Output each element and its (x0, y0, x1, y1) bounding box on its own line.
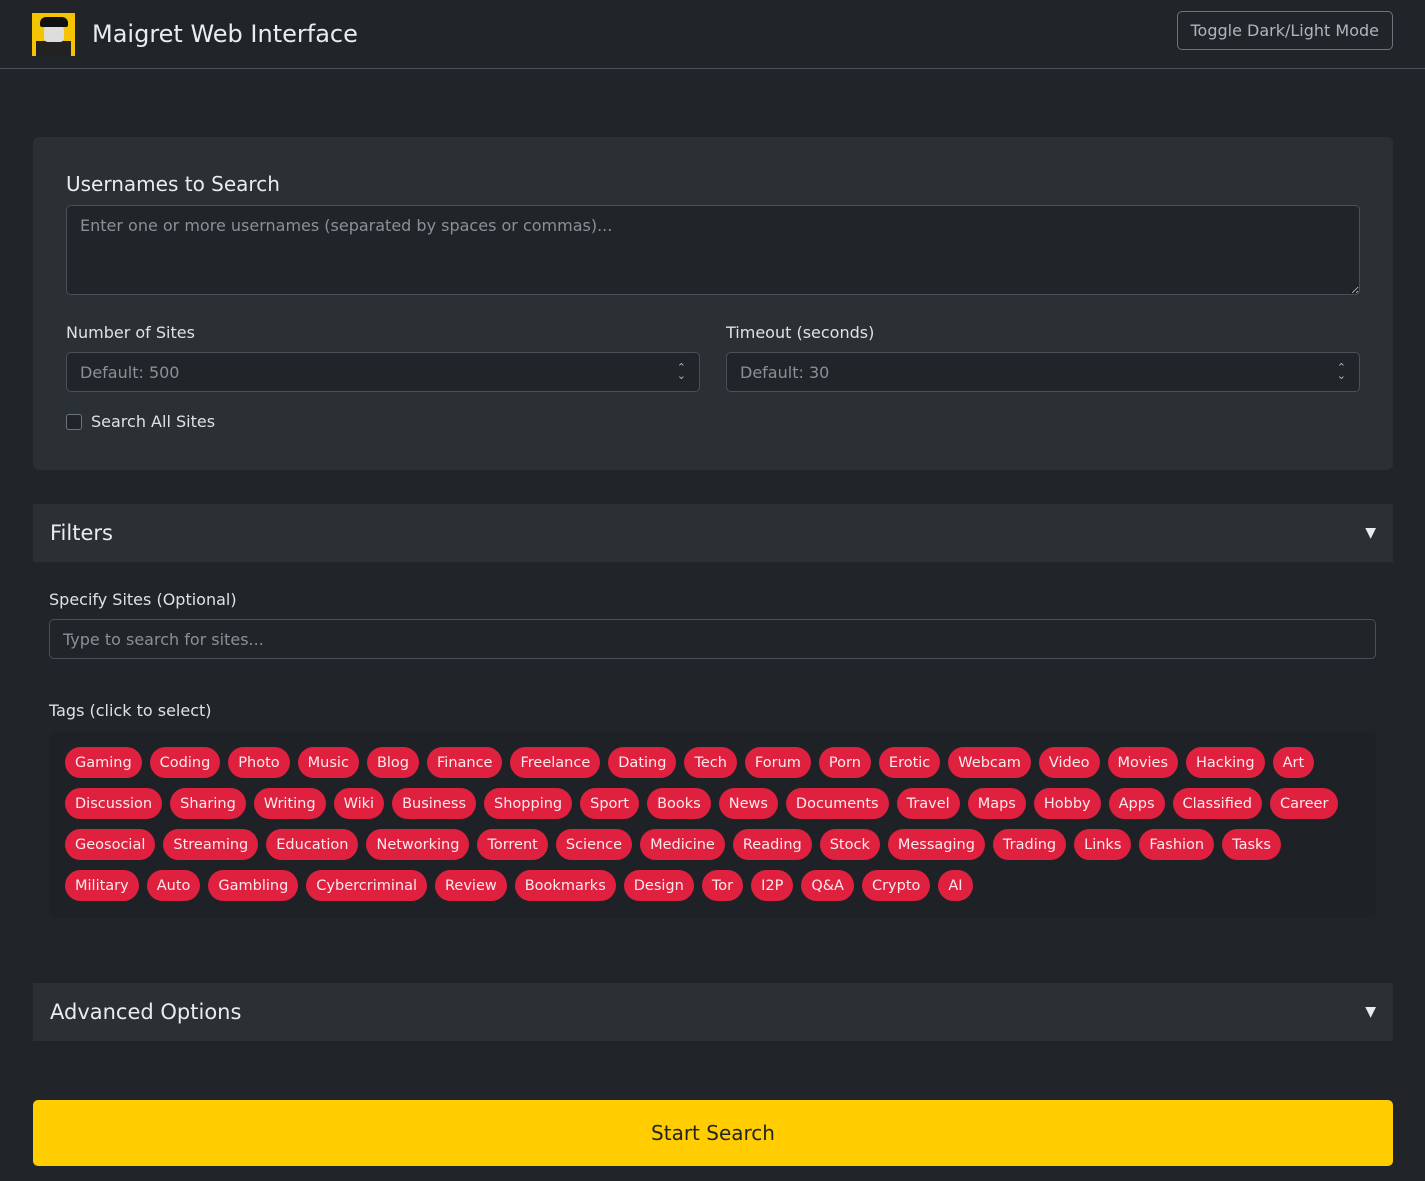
tag-porn[interactable]: Porn (818, 747, 871, 778)
app-title: Maigret Web Interface (92, 20, 358, 48)
tag-education[interactable]: Education (266, 829, 359, 860)
tags-container: Gaming Coding Photo Music Blog Finance Freelan… (49, 732, 1376, 918)
filters-title: Filters (50, 521, 113, 545)
tag-gaming[interactable]: Gaming (65, 747, 142, 778)
sites-placeholder: Default: 500 (80, 362, 180, 382)
tag-apps[interactable]: Apps (1108, 788, 1165, 819)
spinner-icon[interactable]: ⌃ ⌄ (1336, 361, 1346, 382)
tag-coding[interactable]: Coding (149, 747, 221, 778)
tag-i2p[interactable]: I2P (751, 870, 794, 901)
tag-maps[interactable]: Maps (967, 788, 1026, 819)
tag-news[interactable]: News (718, 788, 778, 819)
tags-label: Tags (click to select) (49, 701, 212, 720)
tag-geosocial[interactable]: Geosocial (65, 829, 156, 860)
tag-sport[interactable]: Sport (580, 788, 640, 819)
logo (32, 12, 75, 56)
usernames-input[interactable] (66, 205, 1360, 295)
tag-travel[interactable]: Travel (896, 788, 960, 819)
tag-photo[interactable]: Photo (228, 747, 290, 778)
tag-shopping[interactable]: Shopping (484, 788, 573, 819)
tag-military[interactable]: Military (65, 870, 139, 901)
filters-toggle[interactable]: Filters ▼ (33, 504, 1393, 562)
timeout-placeholder: Default: 30 (740, 362, 830, 382)
tag-hobby[interactable]: Hobby (1033, 788, 1101, 819)
sites-input[interactable]: Default: 500 ⌃ ⌄ (66, 352, 700, 392)
toggle-theme-button[interactable]: Toggle Dark/Light Mode (1176, 11, 1393, 50)
header: Maigret Web Interface Toggle Dark/Light … (0, 0, 1425, 69)
tag-blog[interactable]: Blog (366, 747, 419, 778)
tag-tasks[interactable]: Tasks (1222, 829, 1281, 860)
search-all-checkbox[interactable] (66, 413, 82, 430)
caret-down-icon: ▼ (1365, 1004, 1376, 1020)
tag-sharing[interactable]: Sharing (170, 788, 246, 819)
usernames-label: Usernames to Search (66, 172, 280, 196)
tag-links[interactable]: Links (1074, 829, 1132, 860)
tag-torrent[interactable]: Torrent (477, 829, 548, 860)
sites-label: Number of Sites (66, 323, 195, 342)
tag-forum[interactable]: Forum (744, 747, 811, 778)
specify-sites-label: Specify Sites (Optional) (49, 590, 237, 609)
tag-medicine[interactable]: Medicine (640, 829, 725, 860)
tag-messaging[interactable]: Messaging (887, 829, 985, 860)
search-card: Usernames to Search Number of Sites Defa… (33, 137, 1393, 470)
site-search-input[interactable] (49, 619, 1376, 659)
tag-fashion[interactable]: Fashion (1139, 829, 1215, 860)
tag-hacking[interactable]: Hacking (1186, 747, 1265, 778)
tag-reading[interactable]: Reading (732, 829, 812, 860)
tag-gambling[interactable]: Gambling (208, 870, 299, 901)
tag-review[interactable]: Review (435, 870, 507, 901)
tag-streaming[interactable]: Streaming (163, 829, 259, 860)
tag-wiki[interactable]: Wiki (333, 788, 385, 819)
search-all-label: Search All Sites (91, 412, 216, 431)
tag-freelance[interactable]: Freelance (510, 747, 601, 778)
tag-trading[interactable]: Trading (992, 829, 1067, 860)
spinner-icon[interactable]: ⌃ ⌄ (676, 361, 686, 382)
tag-art[interactable]: Art (1272, 747, 1315, 778)
tag-business[interactable]: Business (392, 788, 477, 819)
tag-books[interactable]: Books (647, 788, 711, 819)
tag-webcam[interactable]: Webcam (948, 747, 1031, 778)
tag-finance[interactable]: Finance (427, 747, 503, 778)
advanced-options-toggle[interactable]: Advanced Options ▼ (33, 983, 1393, 1041)
caret-down-icon: ▼ (1365, 525, 1376, 541)
tag-stock[interactable]: Stock (819, 829, 880, 860)
tag-erotic[interactable]: Erotic (878, 747, 941, 778)
advanced-title: Advanced Options (50, 1000, 242, 1024)
tag-cybercriminal[interactable]: Cybercriminal (306, 870, 427, 901)
tag-discussion[interactable]: Discussion (65, 788, 163, 819)
tag-tor[interactable]: Tor (701, 870, 744, 901)
tag-crypto[interactable]: Crypto (861, 870, 931, 901)
tag-ai[interactable]: AI (938, 870, 973, 901)
tag-science[interactable]: Science (555, 829, 633, 860)
tag-bookmarks[interactable]: Bookmarks (514, 870, 616, 901)
timeout-input[interactable]: Default: 30 ⌃ ⌄ (726, 352, 1360, 392)
timeout-label: Timeout (seconds) (726, 323, 875, 342)
tag-tech[interactable]: Tech (684, 747, 737, 778)
tag-design[interactable]: Design (623, 870, 694, 901)
tag-classified[interactable]: Classified (1172, 788, 1262, 819)
tag-writing[interactable]: Writing (253, 788, 326, 819)
tag-qa[interactable]: Q&A (801, 870, 854, 901)
tag-career[interactable]: Career (1269, 788, 1339, 819)
tag-auto[interactable]: Auto (146, 870, 201, 901)
start-search-button[interactable]: Start Search (33, 1100, 1393, 1166)
tag-movies[interactable]: Movies (1107, 747, 1178, 778)
tag-video[interactable]: Video (1038, 747, 1100, 778)
tag-music[interactable]: Music (297, 747, 359, 778)
tag-networking[interactable]: Networking (366, 829, 470, 860)
tag-dating[interactable]: Dating (608, 747, 677, 778)
tag-documents[interactable]: Documents (785, 788, 889, 819)
filters-body: Specify Sites (Optional) Tags (click to … (49, 590, 1376, 918)
